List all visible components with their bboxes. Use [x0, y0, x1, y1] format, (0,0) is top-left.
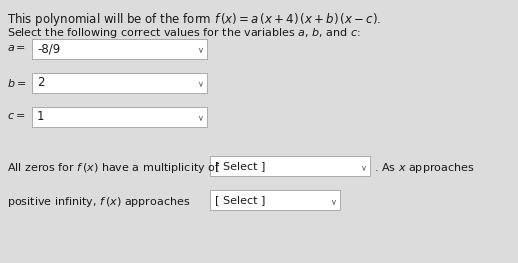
- Text: ∧: ∧: [196, 78, 202, 88]
- FancyBboxPatch shape: [210, 156, 370, 176]
- Text: positive infinity, $f\,(x)$ approaches: positive infinity, $f\,(x)$ approaches: [7, 195, 191, 209]
- Text: This polynomial will be of the form $f\,(x) = a\,(x+4)\,(x+b)\,(x-c)$.: This polynomial will be of the form $f\,…: [7, 11, 381, 28]
- Text: Select the following correct values for the variables $a$, $b$, and $c$:: Select the following correct values for …: [7, 26, 361, 40]
- Text: $a =$: $a =$: [7, 43, 26, 53]
- Text: . As $x$ approaches: . As $x$ approaches: [374, 161, 474, 175]
- Text: $b =$: $b =$: [7, 77, 26, 89]
- Text: [ Select ]: [ Select ]: [215, 161, 265, 171]
- Text: ∧: ∧: [329, 195, 335, 205]
- Text: 1: 1: [37, 110, 45, 124]
- Text: -8/9: -8/9: [37, 43, 60, 55]
- FancyBboxPatch shape: [32, 73, 207, 93]
- Text: All zeros for $f\,(x)$ have a multiplicity of: All zeros for $f\,(x)$ have a multiplici…: [7, 161, 221, 175]
- Text: [ Select ]: [ Select ]: [215, 195, 265, 205]
- FancyBboxPatch shape: [32, 107, 207, 127]
- Text: ∧: ∧: [196, 44, 202, 53]
- Text: ∧: ∧: [359, 161, 365, 170]
- Text: $c =$: $c =$: [7, 111, 25, 121]
- Text: ∧: ∧: [196, 113, 202, 122]
- Text: 2: 2: [37, 77, 45, 89]
- FancyBboxPatch shape: [32, 39, 207, 59]
- FancyBboxPatch shape: [210, 190, 340, 210]
